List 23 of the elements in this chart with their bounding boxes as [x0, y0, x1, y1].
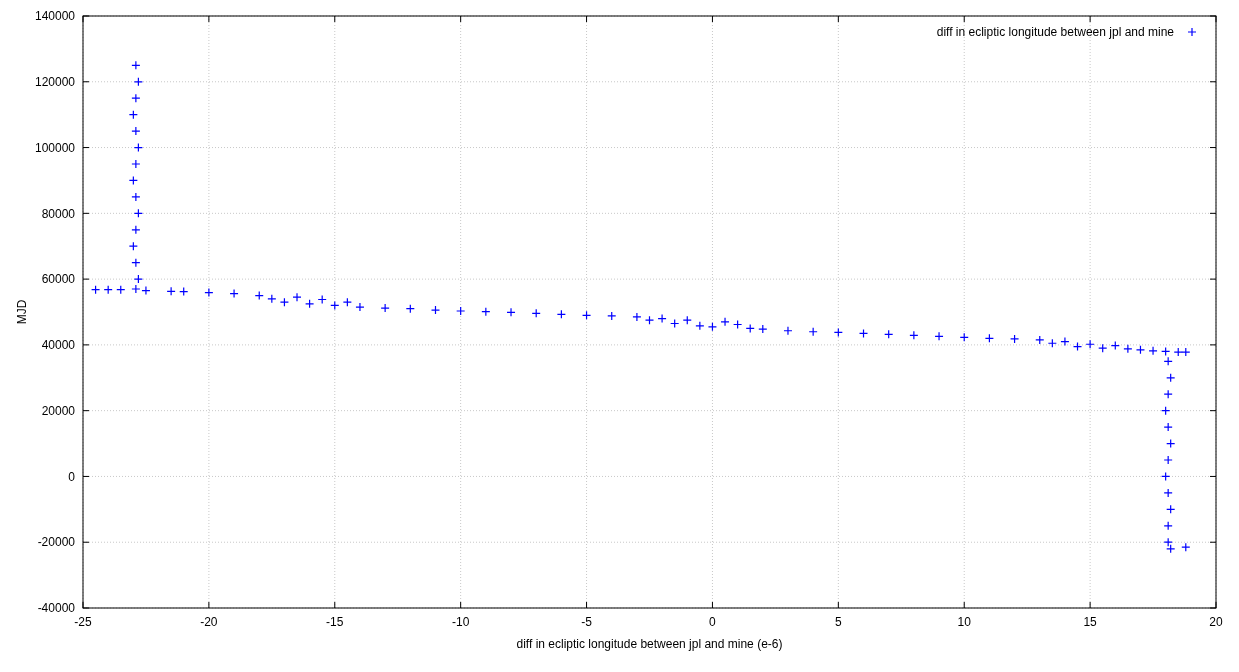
y-tick-label: 0	[68, 469, 76, 484]
y-tick-label: 80000	[41, 206, 76, 221]
x-tick-label: -25	[74, 615, 92, 629]
x-tick-label: 15	[1083, 615, 1098, 629]
x-axis-title: diff in ecliptic longitude between jpl and mine (e-6)	[516, 637, 783, 651]
y-tick-label: 140000	[34, 9, 76, 24]
y-axis-title: MJD	[15, 299, 29, 325]
x-tick-label: 0	[709, 615, 717, 629]
x-tick-label: 5	[834, 615, 842, 629]
y-tick-label: -40000	[37, 601, 76, 616]
legend-label: diff in ecliptic longitude between jpl and mine	[936, 25, 1175, 40]
x-tick-label: -10	[451, 615, 470, 629]
y-tick-label: 20000	[41, 403, 76, 418]
x-tick-label: -15	[326, 615, 344, 629]
y-tick-label: 100000	[34, 140, 76, 155]
x-tick-label: 10	[957, 615, 972, 629]
x-tick-label: 20	[1209, 615, 1223, 629]
y-tick-label: 40000	[41, 338, 76, 353]
y-tick-label: 60000	[41, 272, 76, 287]
y-tick-label: -20000	[37, 535, 76, 550]
x-tick-label: -5	[581, 615, 593, 629]
x-tick-label: -20	[200, 615, 218, 629]
y-tick-label: 120000	[34, 74, 76, 89]
